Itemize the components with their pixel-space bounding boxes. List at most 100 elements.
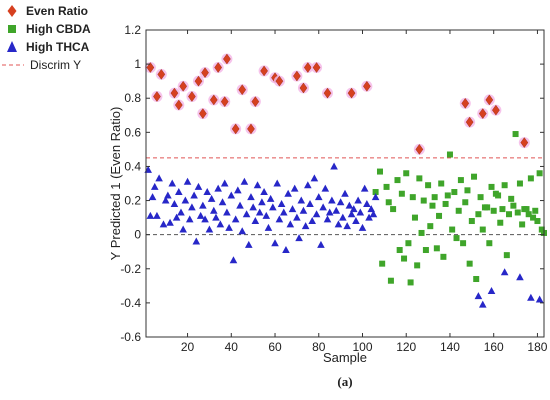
even-ratio-point-29-shape: [461, 97, 470, 109]
high-cbda-point-18: [418, 229, 425, 236]
even-ratio-point-33-shape: [492, 104, 500, 116]
even-ratio-point-11-shape: [214, 62, 223, 73]
high-thca-point-89: [341, 189, 349, 197]
even-ratio-point-1-shape: [153, 91, 161, 102]
high-thca-point-44-shape: [242, 210, 251, 218]
x-tick-label-2: 60: [268, 340, 282, 354]
even-ratio-point-32-shape: [485, 94, 494, 106]
high-thca-point-74: [308, 217, 316, 225]
high-thca-point-75: [310, 174, 319, 182]
high-cbda-point-3: [383, 183, 390, 190]
high-cbda-point-3-shape: [383, 183, 390, 190]
high-thca-point-66: [290, 184, 299, 192]
high-cbda-point-9-shape: [398, 190, 405, 197]
x-tick-label-6: 140: [440, 340, 460, 354]
even-ratio-point-32: [483, 94, 495, 106]
high-cbda-point-54-shape: [497, 219, 504, 226]
high-cbda-point-6: [390, 206, 397, 213]
high-thca-point-18: [185, 215, 194, 223]
high-cbda-point-30: [444, 192, 451, 199]
high-thca-point-7: [161, 196, 170, 204]
even-ratio-point-33: [490, 104, 502, 116]
high-cbda-point-11: [403, 170, 410, 177]
high-cbda-point-61: [512, 131, 519, 138]
high-thca-point-86: [334, 220, 343, 228]
high-cbda-point-5-shape: [387, 277, 394, 284]
high-thca-point-52: [260, 188, 268, 196]
even-ratio-point-23-shape: [303, 62, 312, 73]
high-thca-point-38-shape: [229, 256, 238, 264]
even-ratio-point-1: [151, 91, 163, 103]
high-thca-point-59-shape: [275, 215, 284, 223]
y-tick-label-8: 1: [134, 57, 141, 71]
high-cbda-point-42-shape: [471, 173, 478, 180]
high-cbda-point-8: [396, 247, 403, 254]
y-tick-label-5: 0.4: [124, 159, 141, 173]
high-thca-point-103-shape: [371, 193, 380, 201]
high-cbda-point-69: [530, 214, 537, 221]
legend-item-high-cbda: High CBDA: [8, 22, 91, 36]
high-cbda-point-48: [484, 204, 491, 211]
high-cbda-point-54: [497, 219, 504, 226]
high-thca-point-36: [225, 223, 233, 231]
high-thca-point-9: [166, 218, 174, 226]
even-ratio-point-25-shape: [323, 87, 332, 99]
high-thca-point-101-shape: [367, 205, 376, 213]
high-cbda-point-26: [436, 212, 443, 219]
high-thca-point-58: [273, 179, 282, 187]
even-ratio-point-27-shape: [363, 80, 371, 92]
high-thca-point-108-shape: [516, 273, 524, 281]
high-thca-point-13: [175, 188, 183, 196]
high-cbda-point-67: [525, 211, 532, 218]
high-cbda-point-39-shape: [464, 187, 471, 194]
high-cbda-point-36-shape: [457, 177, 464, 184]
high-cbda-point-73: [538, 226, 545, 233]
high-thca-point-51: [258, 198, 266, 206]
high-thca-point-25-shape: [201, 215, 209, 223]
high-thca-point-6-shape: [159, 220, 168, 228]
high-thca-point-7-shape: [161, 196, 170, 204]
high-thca-point-15-shape: [179, 225, 187, 233]
high-cbda-point-16: [414, 262, 421, 269]
even-ratio-point-12-shape: [220, 96, 229, 107]
high-cbda-point-24-shape: [431, 194, 438, 201]
even-ratio-point-8-shape: [199, 108, 207, 119]
high-cbda-point-64: [519, 221, 526, 228]
high-thca-point-26-shape: [203, 188, 212, 196]
high-thca-point-70: [299, 206, 308, 214]
legend-item-even-ratio: Even Ratio: [7, 4, 88, 18]
high-cbda-point-12: [405, 240, 412, 247]
high-thca-point-58-shape: [273, 179, 282, 187]
high-thca-point-35-shape: [223, 208, 231, 216]
high-cbda-point-13: [407, 279, 414, 286]
even-ratio-point-0-shape: [146, 62, 155, 73]
high-thca-point-60-shape: [277, 199, 286, 207]
high-thca-point-40: [234, 186, 242, 194]
x-tick-label-5: 120: [396, 340, 416, 354]
high-cbda-point-73-shape: [538, 226, 545, 233]
high-cbda-point-20-shape: [422, 247, 429, 254]
even-ratio-point-11: [212, 62, 224, 74]
high-cbda-point-0-shape: [372, 189, 379, 196]
high-cbda-point-4-shape: [385, 199, 392, 206]
high-thca-point-93: [349, 205, 358, 213]
even-ratio-point-34: [518, 137, 530, 149]
high-thca-point-102-shape: [369, 210, 378, 218]
high-thca-point-55: [266, 194, 275, 202]
even-ratio-point-21: [291, 70, 303, 82]
high-thca-point-95: [354, 196, 362, 204]
high-thca-point-94: [352, 217, 360, 225]
high-thca-point-30: [212, 213, 220, 221]
high-thca-point-2-shape: [148, 193, 157, 201]
legend-label-discrim-y: Discrim Y: [30, 58, 81, 72]
high-thca-point-29: [209, 206, 218, 214]
high-cbda-point-28-shape: [440, 253, 447, 260]
high-cbda-point-69-shape: [530, 214, 537, 221]
high-thca-point-46-shape: [247, 193, 255, 201]
high-cbda-point-1: [376, 168, 383, 175]
high-cbda-point-34: [453, 235, 460, 242]
high-cbda-point-67-shape: [525, 211, 532, 218]
high-thca-point-3-shape: [150, 182, 159, 190]
high-cbda-point-53: [495, 192, 502, 199]
high-cbda-point-6-shape: [390, 206, 397, 213]
